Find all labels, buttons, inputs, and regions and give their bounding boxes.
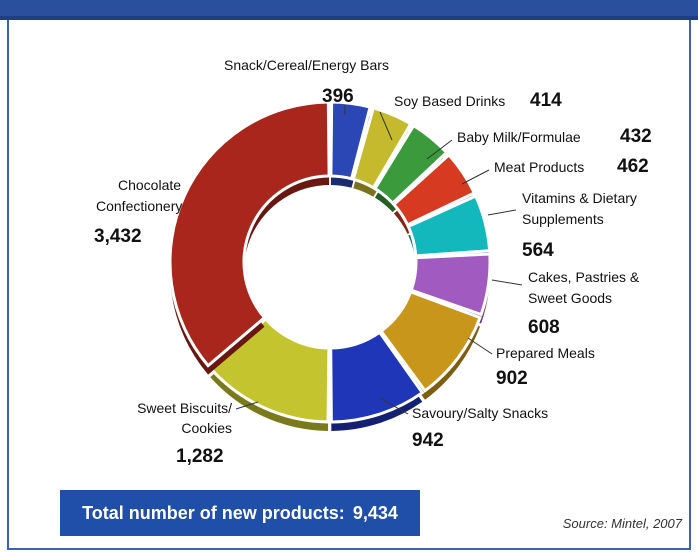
header-bar-stripe <box>0 16 698 20</box>
total-products-box: Total number of new products: 9,434 <box>60 490 420 536</box>
donut-slice <box>378 289 482 393</box>
slice-label: Cookies <box>181 420 232 436</box>
donut-slice <box>351 106 413 190</box>
slice-label: Confectionery <box>96 198 182 214</box>
slice-label: Snack/Cereal/Energy Bars <box>224 57 389 73</box>
slice-value: 942 <box>412 430 444 451</box>
slice-value: 396 <box>322 86 354 107</box>
slice-value: 1,282 <box>176 446 224 467</box>
leader-line <box>461 169 490 185</box>
slice-label: Soy Based Drinks <box>394 93 505 109</box>
slice-value: 462 <box>617 156 649 177</box>
total-label: Total number of new products: <box>82 502 345 523</box>
slice-value: 3,432 <box>94 226 142 247</box>
donut-slice <box>168 100 331 368</box>
leader-line <box>467 337 493 355</box>
slice-label: Baby Milk/Formulae <box>457 129 581 145</box>
slice-label: Vitamins & Dietary <box>522 190 637 206</box>
slice-label: Sweet Biscuits/ <box>137 400 232 416</box>
leader-line <box>487 209 517 216</box>
leader-line <box>235 401 259 410</box>
header-bar <box>0 0 698 20</box>
donut-slice <box>329 100 372 181</box>
leader-line <box>379 397 409 415</box>
source-note: Source: Mintel, 2007 <box>562 516 682 531</box>
donut-slice <box>372 123 449 206</box>
slice-label: Cakes, Pastries & <box>528 269 640 285</box>
slice-value: 414 <box>530 90 562 111</box>
slice-label: Meat Products <box>494 159 584 175</box>
slice-label: Supplements <box>522 211 604 227</box>
donut-slice <box>391 152 477 227</box>
donut-slice <box>406 193 492 258</box>
total-value: 9,434 <box>352 502 398 523</box>
slice-value: 902 <box>496 368 528 389</box>
leader-line <box>379 111 393 141</box>
slice-label: Sweet Goods <box>528 290 612 306</box>
donut-slice <box>329 330 425 424</box>
slice-value: 432 <box>620 126 652 147</box>
leader-line <box>426 139 453 160</box>
slice-value: 608 <box>528 317 560 338</box>
slice-value: 564 <box>522 240 554 261</box>
slice-label: Savoury/Salty Snacks <box>412 405 548 421</box>
slice-label: Chocolate <box>118 177 181 193</box>
slice-label: Prepared Meals <box>496 345 595 361</box>
leader-line <box>491 279 523 286</box>
donut-slice <box>409 252 492 317</box>
